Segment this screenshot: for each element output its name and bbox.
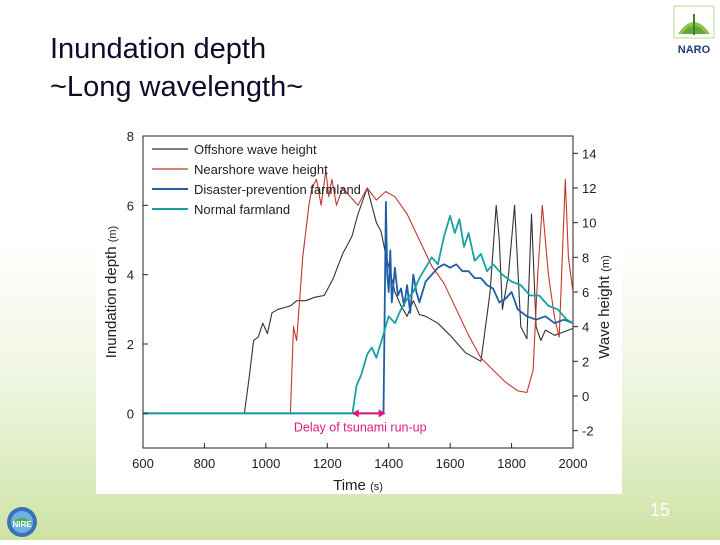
y2-tick-label: 10 [582, 216, 596, 231]
y2-tick-label: 14 [582, 146, 596, 161]
x-tick-label: 1600 [436, 456, 465, 471]
y-tick-label: 8 [127, 129, 134, 144]
chart-panel: 600 800 1000 1200 1400 1600 1800 2000 0 2 4 6 8 -2 0 2 4… [96, 124, 622, 494]
y2-tick-label: 4 [582, 320, 589, 335]
x-tick-label: 600 [132, 456, 154, 471]
x-tick-label: 1400 [374, 456, 403, 471]
y-tick-label: 4 [127, 268, 134, 283]
inundation-chart: 600 800 1000 1200 1400 1600 1800 2000 0 2 4 6 8 -2 0 2 4… [103, 129, 613, 494]
x-tick-label: 1200 [313, 456, 342, 471]
slide-title: Inundation depth ~Long wavelength~ [50, 30, 303, 106]
y2-tick-label: 2 [582, 354, 589, 369]
naro-logo-text: NARO [678, 44, 711, 56]
y2-tick-label: 8 [582, 250, 589, 265]
x-tick-label: 1800 [497, 456, 526, 471]
series-line-nearshore [143, 170, 574, 414]
series-line-offshore [143, 187, 574, 414]
y-tick-label: 0 [127, 406, 134, 421]
legend-label-nearshore: Nearshore wave height [194, 162, 328, 177]
title-line-2: ~Long wavelength~ [50, 71, 304, 103]
x-tick-label: 1000 [251, 456, 280, 471]
y2-tick-label: 0 [582, 389, 589, 404]
legend-label-normal: Normal farmland [194, 202, 290, 217]
delay-arrowhead-left [351, 409, 359, 418]
delay-annotation-label: Delay of tsunami run-up [294, 420, 427, 434]
legend-label-offshore: Offshore wave height [194, 142, 317, 157]
nire-logo-text: NIRE [12, 520, 32, 529]
legend-label-disaster: Disaster-prevention farmland [194, 182, 361, 197]
y-tick-label: 2 [127, 337, 134, 352]
delay-arrowhead-right [378, 409, 386, 418]
y2-tick-label: -2 [582, 424, 594, 439]
x-tick-label: 800 [194, 456, 216, 471]
x-axis-label: Time (s) [333, 477, 383, 494]
y-axis-label: Inundation depth (m) [103, 226, 120, 358]
nire-logo: NIRE [2, 500, 42, 540]
y-tick-label: 6 [127, 198, 134, 213]
x-tick-label: 2000 [559, 456, 588, 471]
series-line-disaster [143, 201, 574, 415]
series-line-normal [143, 214, 574, 415]
y2-tick-label: 12 [582, 181, 596, 196]
title-line-1: Inundation depth [50, 33, 267, 65]
naro-logo: NARO [670, 4, 718, 60]
y2-axis-label: Wave height (m) [596, 255, 613, 359]
page-number: 15 [649, 500, 671, 520]
y2-tick-label: 6 [582, 285, 589, 300]
